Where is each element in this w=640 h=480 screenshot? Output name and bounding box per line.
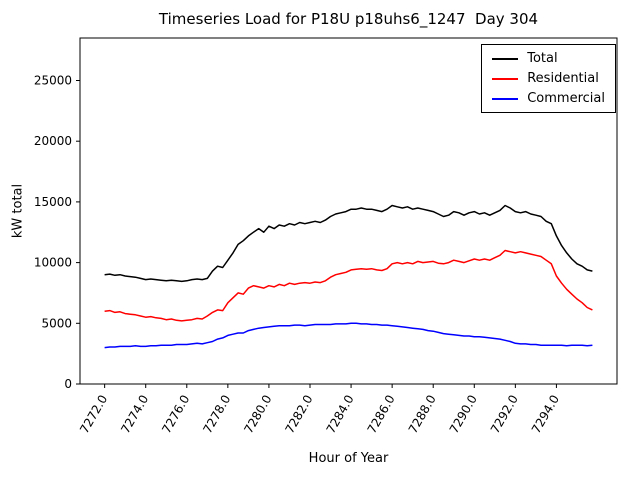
- legend-label: Residential: [527, 71, 599, 86]
- commercial-line: [104, 322, 593, 349]
- x-tick-label: 7274.0: [118, 393, 151, 436]
- x-tick-label: 7272.0: [77, 393, 110, 436]
- total-line: [104, 204, 593, 283]
- y-tick-label: 15000: [34, 195, 72, 209]
- legend: Total Residential Commercial: [481, 44, 616, 113]
- x-tick-label: 7286.0: [365, 393, 398, 436]
- legend-entry: Residential: [492, 72, 605, 85]
- x-tick-label: 7288.0: [406, 393, 439, 436]
- x-tick-label: 7294.0: [529, 393, 562, 436]
- legend-label: Commercial: [527, 91, 605, 106]
- axes-frame: [79, 37, 618, 385]
- y-tick-label: 10000: [34, 256, 72, 270]
- x-tick-label: 7282.0: [282, 393, 315, 436]
- legend-label: Total: [527, 51, 558, 66]
- x-tick-label: 7292.0: [488, 393, 521, 436]
- legend-entry: Commercial: [492, 92, 605, 105]
- total-line-swatch: [492, 57, 519, 60]
- x-axis-label: Hour of Year: [308, 451, 389, 466]
- residential-line-swatch: [492, 77, 519, 80]
- chart-title: Timeseries Load for P18U p18uhs6_1247 Da…: [158, 10, 539, 28]
- x-tick-label: 7280.0: [241, 393, 274, 436]
- x-tick-label: 7290.0: [447, 393, 480, 436]
- residential-line: [104, 249, 593, 322]
- legend-entry: Total: [492, 52, 605, 65]
- y-tick-label: 0: [64, 377, 72, 391]
- x-tick-label: 7284.0: [324, 393, 357, 436]
- y-tick-label: 25000: [34, 73, 72, 87]
- x-tick-label: 7276.0: [159, 393, 192, 436]
- y-tick-label: 5000: [41, 316, 72, 330]
- commercial-line-swatch: [492, 97, 519, 100]
- x-tick-label: 7278.0: [200, 393, 233, 436]
- y-tick-label: 20000: [34, 134, 72, 148]
